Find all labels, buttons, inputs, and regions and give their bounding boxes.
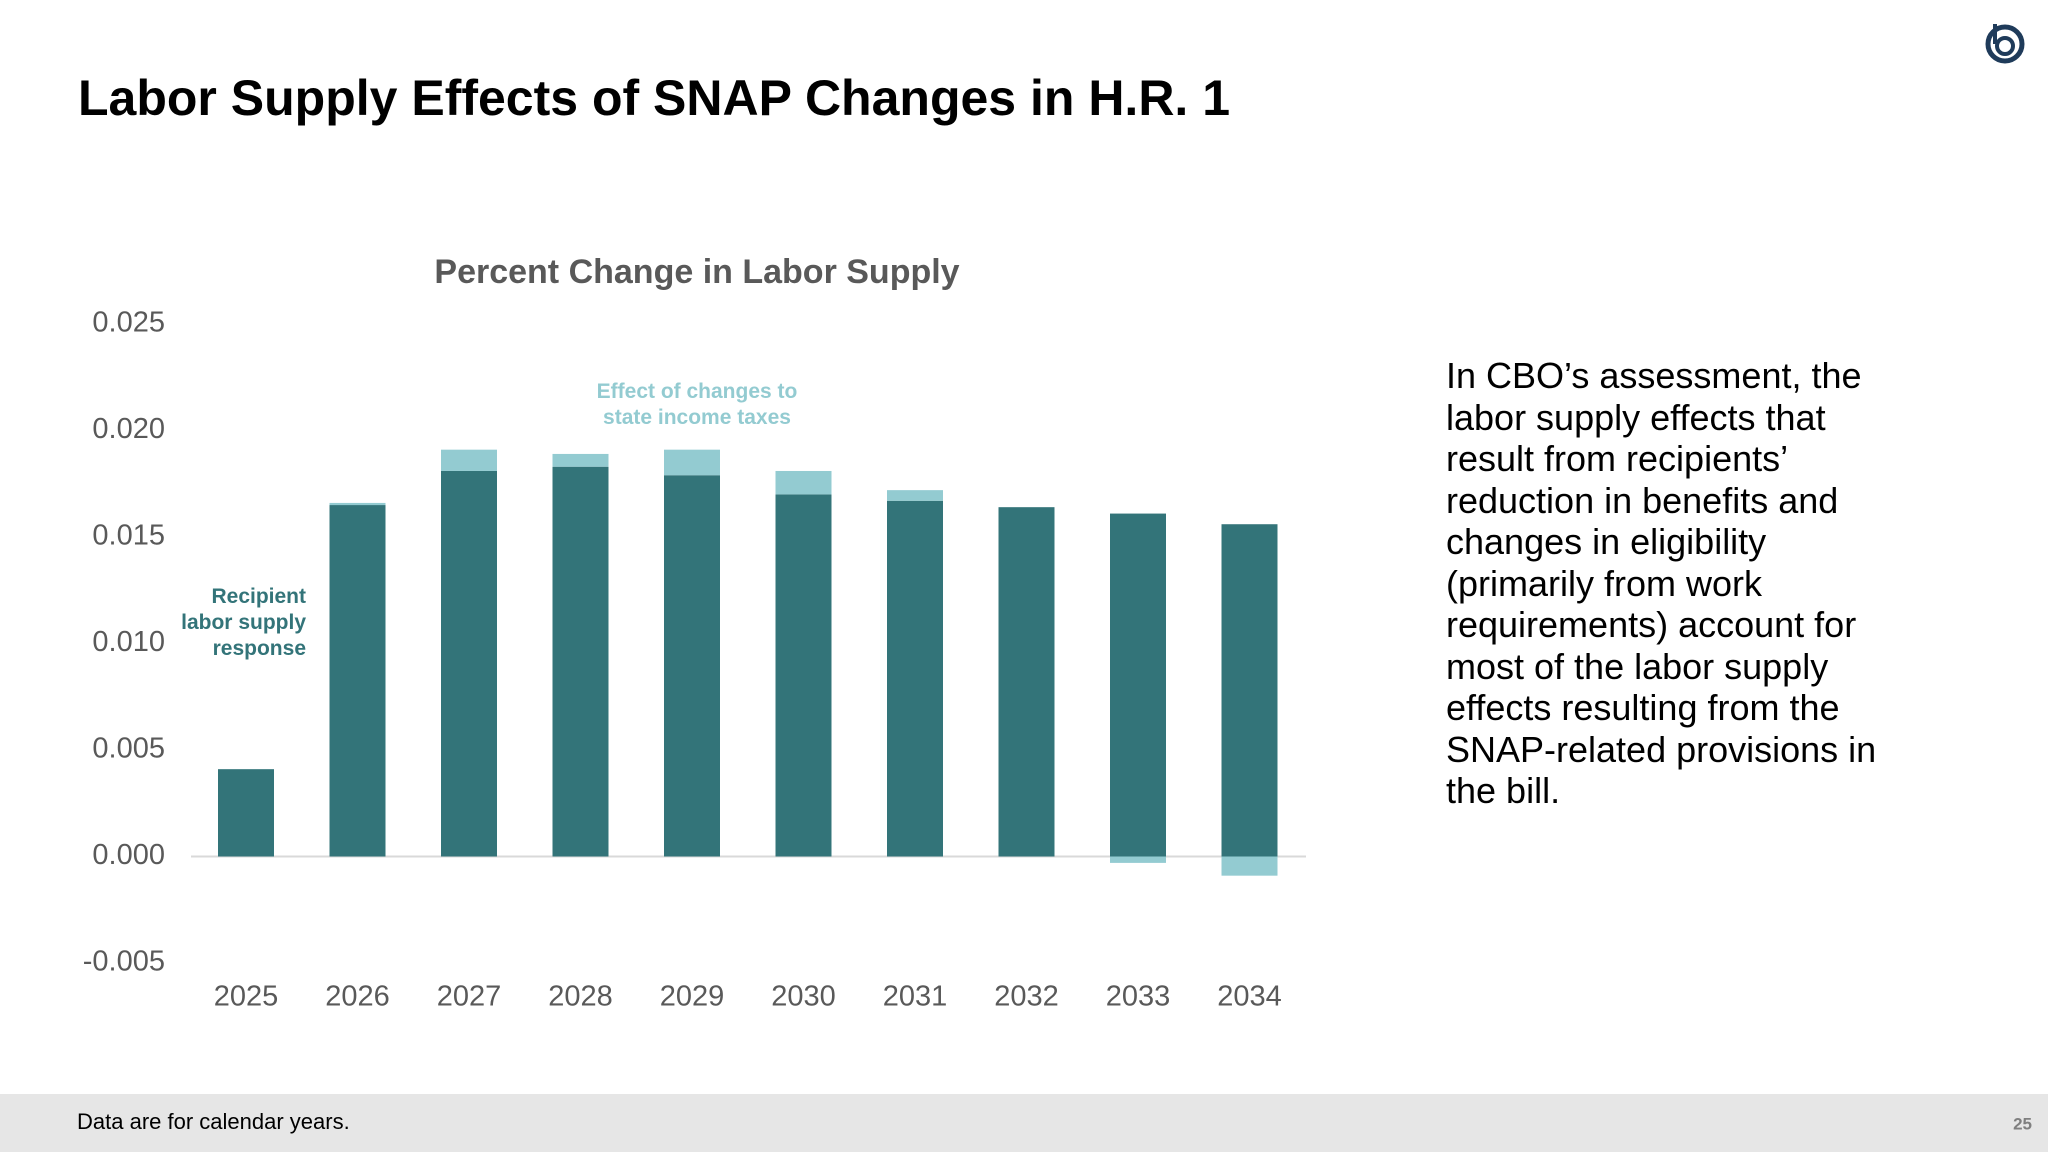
bar-segment	[441, 470, 497, 857]
x-tick-label: 2028	[548, 981, 613, 1013]
bar-segment	[329, 505, 386, 857]
bar-segment	[775, 470, 832, 495]
bar-segment	[1110, 513, 1166, 857]
y-tick-label: 0.005	[92, 733, 165, 765]
bar-segment	[441, 449, 497, 471]
y-tick-label: 0.010	[92, 626, 165, 658]
x-tick-label: 2030	[771, 981, 836, 1013]
x-tick-label: 2034	[1217, 981, 1282, 1013]
x-tick-label: 2029	[660, 981, 725, 1013]
bar-segment	[998, 507, 1055, 857]
x-tick-label: 2027	[437, 981, 502, 1013]
bar-segment	[887, 490, 943, 501]
chart-title: Percent Change in Labor Supply	[434, 253, 959, 291]
bar-segment	[552, 466, 609, 857]
y-tick-label: 0.000	[92, 839, 165, 871]
bar-segment	[887, 500, 943, 857]
y-tick-label: 0.025	[92, 307, 165, 339]
x-tick-label: 2026	[325, 981, 390, 1013]
bar-segment	[218, 769, 274, 857]
x-tick-label: 2032	[994, 981, 1059, 1013]
bar-segment	[329, 502, 386, 506]
footnote: Data are for calendar years.	[77, 1109, 350, 1134]
x-tick-label: 2033	[1106, 981, 1171, 1013]
y-tick-label: -0.005	[83, 946, 165, 978]
bar-segment	[552, 453, 609, 467]
x-tick-label: 2031	[883, 981, 948, 1013]
body-text: In CBO’s assessment, the labor supply ef…	[1446, 355, 1877, 811]
bar-segment	[664, 449, 720, 476]
page-number: 25	[2013, 1114, 2032, 1133]
bar-segment	[664, 475, 720, 857]
logo	[1985, 24, 2025, 64]
y-tick-label: 0.015	[92, 520, 165, 552]
bar-segment	[775, 494, 832, 857]
series-label: Effect of changes to state income taxes	[596, 380, 798, 429]
bar-segment	[1221, 856, 1278, 876]
footer-band	[0, 1094, 2048, 1152]
y-tick-label: 0.020	[92, 413, 165, 445]
slide-title: Labor Supply Effects of SNAP Changes in …	[78, 70, 1230, 126]
series-label: Recipient labor supply response	[181, 585, 306, 660]
x-tick-label: 2025	[214, 981, 279, 1013]
bar-segment	[1110, 856, 1166, 863]
bar-segment	[1221, 524, 1278, 857]
